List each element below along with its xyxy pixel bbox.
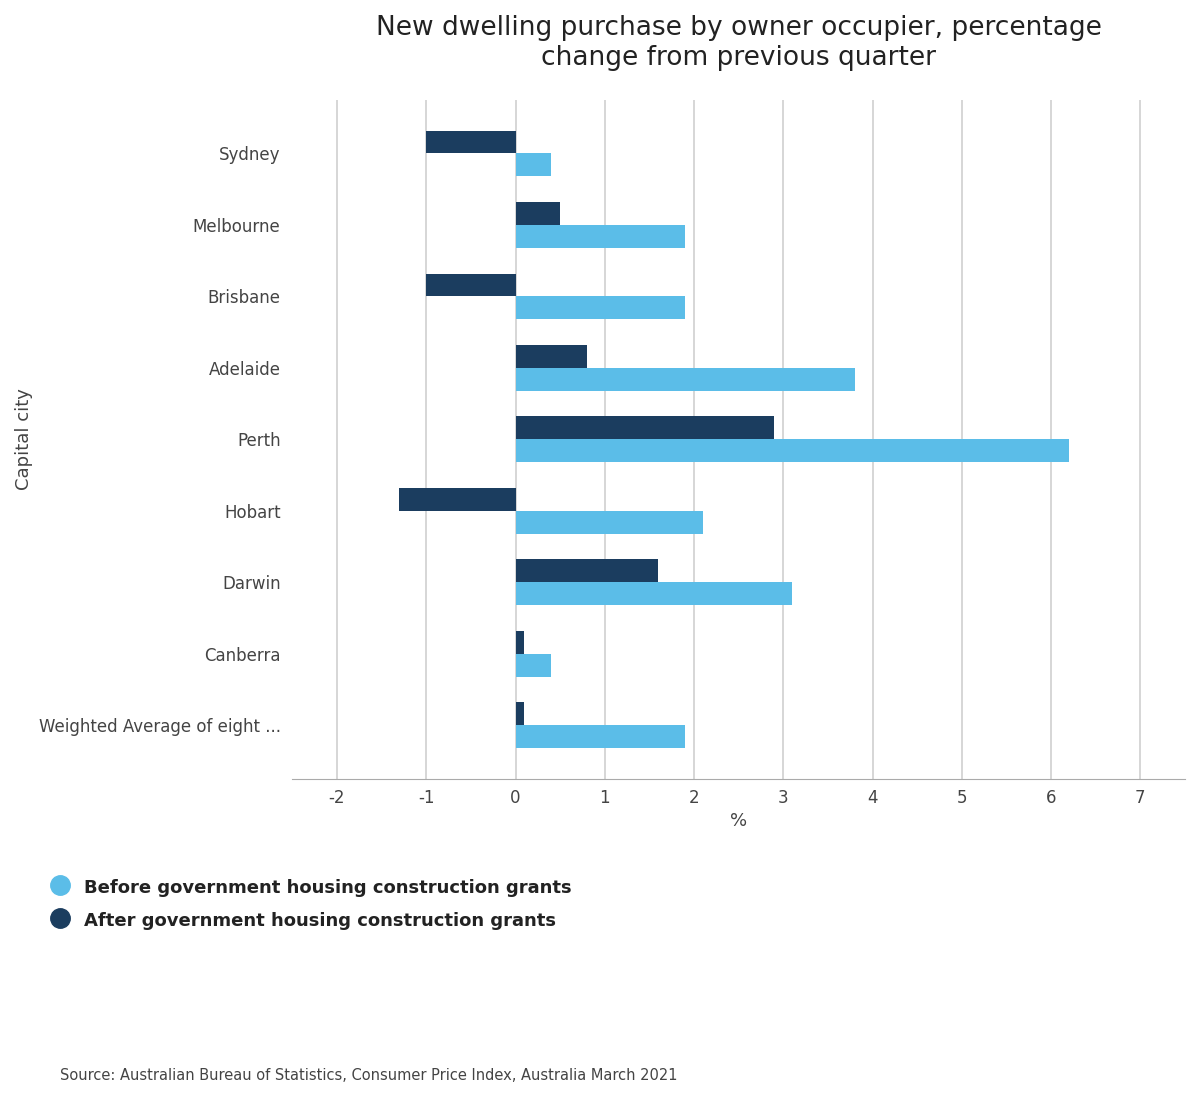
Text: Source: Australian Bureau of Statistics, Consumer Price Index, Australia March 2: Source: Australian Bureau of Statistics,… [60, 1068, 678, 1084]
Legend: Before government housing construction grants, After government housing construc: Before government housing construction g… [52, 877, 571, 932]
Bar [516, 439, 1069, 462]
Bar [516, 345, 587, 367]
Bar [400, 488, 516, 510]
Bar [516, 296, 685, 319]
Title: New dwelling purchase by owner occupier, percentage
change from previous quarter: New dwelling purchase by owner occupier,… [376, 15, 1102, 72]
Bar [516, 417, 774, 439]
Bar [516, 631, 524, 653]
Bar [426, 274, 516, 296]
Bar [516, 725, 685, 748]
Bar [516, 703, 524, 725]
Y-axis label: Capital city: Capital city [16, 388, 34, 491]
Bar [516, 224, 685, 248]
Bar [516, 202, 560, 224]
Bar [516, 653, 551, 676]
Bar [516, 367, 854, 390]
X-axis label: %: % [730, 812, 748, 830]
Bar [516, 560, 659, 582]
Bar [516, 154, 551, 176]
Bar [426, 131, 516, 154]
Bar [516, 510, 703, 534]
Bar [516, 582, 792, 605]
